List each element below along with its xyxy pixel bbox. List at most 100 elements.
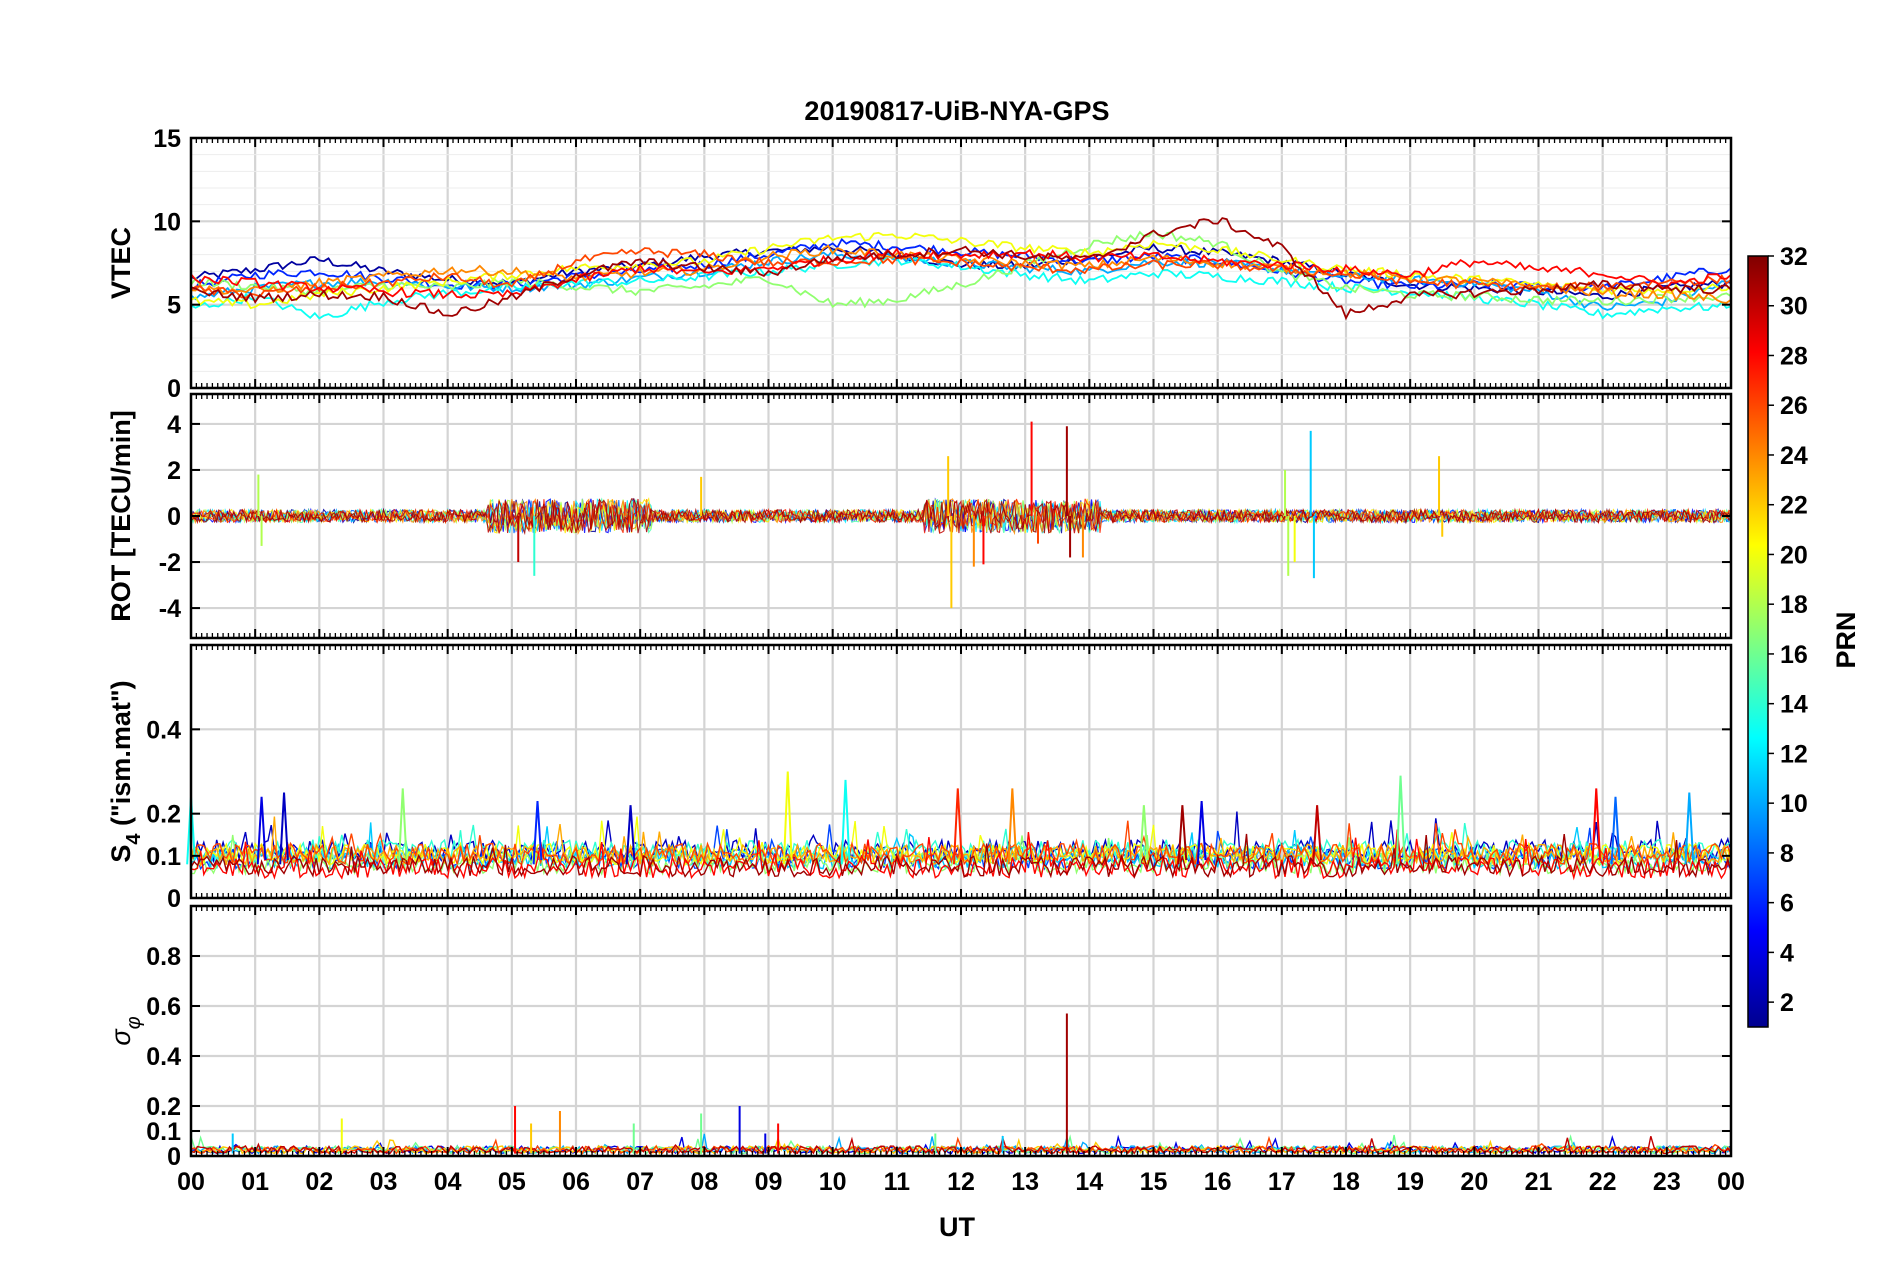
x-tick-label: 07 — [626, 1168, 654, 1196]
s4-peak-prn-28 — [1591, 788, 1602, 865]
colorbar-gradient — [1747, 255, 1769, 1028]
x-ticks-rot — [190, 394, 1732, 638]
y-axis-s4: 0 0.1 0.2 0.4 — [146, 716, 1731, 913]
x-tick-label: 17 — [1268, 1168, 1296, 1196]
y-axis-label-sub: φ — [123, 1016, 145, 1029]
y-axis-sigma_phi: 00.10.2 0.4 0.6 0.8 — [146, 943, 1731, 1171]
panel-sigma_phi: 00.10.2 0.4 0.6 0.8 σφ — [106, 904, 1733, 1171]
colorbar-tick-label: 24 — [1780, 442, 1808, 470]
y-tick-label: 0 — [167, 503, 181, 531]
s4-peak-prn-16 — [1395, 775, 1406, 865]
colorbar-tick-label: 10 — [1780, 790, 1808, 818]
panel-vtec: 0 5 10 15 VTEC — [106, 125, 1733, 403]
x-axis: 00 01 02 03 04 05 06 07 08 09 10 11 12 13 14 15 16 17 18 19… — [177, 1168, 1745, 1196]
rot-series-prn-31 — [190, 498, 1732, 536]
y-tick-label: 0.4 — [146, 1043, 181, 1071]
chart-title: 20190817-UiB-NYA-GPS — [804, 96, 1109, 126]
vtec-series-prn-17 — [190, 229, 1732, 309]
colorbar-tick-label: 16 — [1780, 641, 1808, 669]
grid-rot — [189, 394, 1733, 638]
x-tick-label: 00 — [177, 1168, 205, 1196]
s4-peak-prn-4 — [1196, 800, 1207, 865]
y-tick-label: 0.6 — [146, 993, 181, 1021]
y-tick-label: 10 — [153, 208, 181, 236]
y-axis-rot: -4 -2 0 2 4 — [159, 411, 1731, 623]
s4-peak-prn-17 — [397, 788, 408, 865]
x-tick-label: 13 — [1011, 1168, 1039, 1196]
colorbar-tick-label: 28 — [1780, 342, 1808, 370]
x-axis-label: UT — [939, 1212, 975, 1242]
panel-rot: -4 -2 0 2 4 ROT [TECU/min] — [106, 392, 1733, 640]
vtec-series-prn-28 — [190, 247, 1732, 300]
y-axis-label-main: σ — [106, 1028, 136, 1046]
x-tick-label: 03 — [370, 1168, 398, 1196]
s4-peak-prn-3 — [279, 792, 289, 865]
s4-peak-prn-10 — [1684, 792, 1695, 865]
x-tick-label: 10 — [819, 1168, 847, 1196]
y-tick-label: -2 — [159, 549, 181, 577]
y-axis-label-rot: ROT [TECU/min] — [106, 410, 136, 621]
y-axis-label-s4: S4 ("ism.mat") — [106, 680, 145, 862]
y-axis-label-sub: 4 — [123, 833, 145, 845]
y-axis-label-vtec: VTEC — [106, 227, 136, 299]
plot-rot — [190, 421, 1732, 609]
plot-vtec — [190, 217, 1732, 321]
x-tick-label: 16 — [1204, 1168, 1232, 1196]
panel-s4: 00.10.20.4S4 ("ism.mat") — [106, 643, 1733, 913]
y-tick-label: -4 — [159, 595, 181, 623]
y-tick-label: 0.8 — [146, 943, 181, 971]
x-tick-label: 19 — [1396, 1168, 1424, 1196]
s4-peak-prn-20 — [782, 771, 793, 865]
x-tick-label: 02 — [305, 1168, 333, 1196]
y-tick-label: 0.2 — [146, 1093, 181, 1121]
x-tick-label: 23 — [1653, 1168, 1681, 1196]
s4-peak-prn-30 — [1312, 805, 1322, 865]
colorbar: PRN 32 30 28 26 24 22 20 18 16 14 12 10 8 6 4 2 — [1747, 243, 1861, 1028]
y-tick-label: 4 — [167, 411, 181, 439]
s4-series-prn-28 — [190, 829, 1732, 881]
s4-peak-prn-8 — [1610, 796, 1621, 865]
x-ticks-sigma_phi — [190, 906, 1732, 1156]
x-ticks-vtec — [190, 138, 1732, 388]
s4-peak-prn-24 — [1007, 788, 1018, 865]
x-tick-label: 14 — [1075, 1168, 1103, 1196]
x-tick-label: 04 — [434, 1168, 462, 1196]
colorbar-tick-label: 6 — [1780, 890, 1794, 918]
y-axis-label-main: S — [106, 845, 136, 863]
s4-peak-prn-17 — [1139, 805, 1149, 865]
y-axis-vtec: 0 5 10 15 — [153, 125, 1731, 403]
colorbar-tick-label: 22 — [1780, 492, 1808, 520]
s4-peak-prn-6 — [532, 800, 543, 865]
s4-peak-prn-31 — [1177, 805, 1188, 865]
x-tick-label: 09 — [755, 1168, 783, 1196]
x-ticks-s4 — [190, 645, 1732, 898]
y-axis-label-rest: ("ism.mat") — [106, 680, 136, 833]
x-tick-label: 21 — [1525, 1168, 1553, 1196]
colorbar-tick-label: 26 — [1780, 392, 1808, 420]
x-tick-label: 20 — [1460, 1168, 1488, 1196]
x-tick-label: 15 — [1140, 1168, 1168, 1196]
colorbar-tick-label: 32 — [1780, 243, 1808, 271]
y-tick-label: 0.2 — [146, 801, 181, 829]
colorbar-tick-label: 30 — [1780, 293, 1808, 321]
x-tick-label: 06 — [562, 1168, 590, 1196]
colorbar-tick-label: 18 — [1780, 591, 1808, 619]
colorbar-label: PRN — [1831, 611, 1861, 668]
x-tick-label: 00 — [1717, 1168, 1745, 1196]
s4-peak-prn-13 — [840, 779, 851, 865]
colorbar-tick-label: 20 — [1780, 541, 1808, 569]
y-tick-label: 0 — [167, 375, 181, 403]
grid-sigma_phi — [189, 906, 1733, 1158]
y-tick-label: 0.1 — [146, 843, 181, 871]
y-tick-label: 0 — [167, 885, 181, 913]
s4-peak-prn-27 — [952, 788, 963, 865]
s4-peak-prn-4 — [256, 796, 267, 865]
colorbar-tick-label: 12 — [1780, 740, 1808, 768]
vtec-series-prn-26 — [190, 247, 1732, 299]
y-axis-label-sigma_phi: σφ — [106, 1016, 145, 1045]
x-tick-label: 18 — [1332, 1168, 1360, 1196]
plot-s4 — [186, 771, 1732, 881]
x-tick-label: 22 — [1589, 1168, 1617, 1196]
